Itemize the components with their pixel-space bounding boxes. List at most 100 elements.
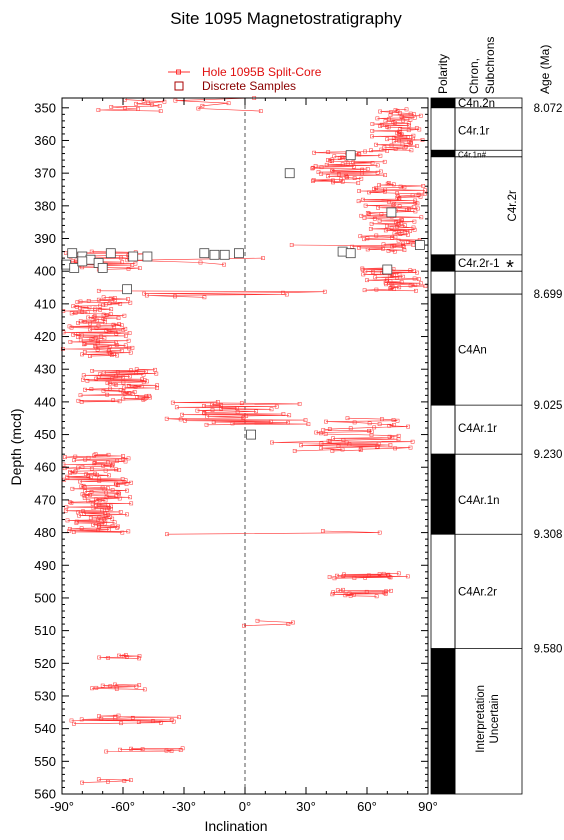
split-core-point (134, 367, 139, 372)
split-core-point (375, 163, 380, 168)
split-core-point (369, 433, 374, 437)
legend-split-core-label: Hole 1095B Split-Core (202, 65, 322, 79)
split-core-point (96, 297, 101, 302)
split-core-point (335, 588, 340, 593)
y-tick-label: 400 (34, 264, 56, 279)
split-core-point (159, 720, 163, 725)
split-core-point (270, 440, 274, 445)
split-core-point (122, 480, 127, 484)
split-core-point (70, 486, 75, 491)
split-core-point (215, 400, 220, 404)
split-core-point (83, 341, 88, 346)
split-core-point (97, 714, 101, 718)
legend-split-core-marker (176, 69, 181, 75)
asterisk-marker: * (506, 257, 514, 279)
split-core-point (88, 475, 93, 480)
split-core-point (74, 521, 79, 525)
split-core-point (116, 524, 120, 529)
split-core-point (377, 422, 382, 426)
split-core-point (360, 266, 365, 271)
split-core-point (126, 456, 131, 461)
split-core-point (110, 524, 115, 528)
split-core-point (164, 416, 169, 421)
split-core-point (362, 237, 366, 242)
split-core-point (359, 213, 364, 218)
split-core-point (75, 300, 80, 304)
split-core-point (151, 719, 155, 723)
split-core-point (88, 327, 92, 332)
split-core-point (117, 399, 122, 404)
split-core-trace-16 (166, 530, 380, 535)
split-core-point (419, 215, 424, 220)
split-core-trace-1 (175, 97, 261, 112)
split-core-point (357, 152, 361, 156)
split-core-point (408, 445, 413, 450)
split-core-point (352, 176, 357, 180)
split-core-point (379, 212, 384, 217)
split-core-point (377, 530, 382, 535)
split-core-point (171, 719, 176, 724)
split-core-point (154, 371, 159, 376)
split-core-point (403, 223, 407, 228)
split-core-point (69, 500, 74, 505)
split-core-point (374, 233, 379, 238)
discrete-sample-2 (386, 207, 397, 218)
split-core-point (80, 352, 84, 357)
split-core-point (367, 190, 371, 195)
split-core-trace-17 (329, 573, 408, 579)
split-core-point (394, 220, 398, 225)
polarity-block-normal (430, 293, 456, 406)
polarity-block-reversed (430, 533, 456, 649)
split-core-point (388, 575, 393, 580)
split-core-point (393, 446, 397, 451)
split-core-point (390, 244, 394, 249)
split-core-point (173, 294, 177, 299)
split-core-point (311, 178, 316, 182)
split-core-point (408, 117, 413, 122)
uncertain-label-line1: Interpretation (475, 685, 487, 753)
split-core-point (388, 443, 393, 447)
age-label: 8.699 (534, 289, 563, 301)
split-core-point (118, 302, 123, 306)
x-tick-label: -90° (50, 799, 74, 814)
split-core-trace-10 (62, 297, 133, 357)
split-core-point (387, 574, 392, 579)
y-tick-label: 450 (34, 427, 56, 442)
split-core-point (129, 746, 133, 751)
split-core-point (112, 296, 117, 300)
chron-label: C4r.1r (458, 126, 489, 138)
split-core-point (397, 138, 401, 143)
split-core-trace-2 (371, 109, 423, 151)
chron-header-line1: Chron, (467, 58, 481, 94)
split-core-point (358, 448, 363, 452)
polarity-block-reversed (430, 270, 456, 295)
split-core-point (96, 323, 101, 328)
split-core-point (391, 418, 396, 422)
split-core-point (95, 318, 99, 323)
split-core-point (402, 248, 407, 252)
split-core-point (129, 501, 134, 506)
split-core-point (108, 386, 112, 391)
split-core-trace-12 (166, 401, 309, 426)
split-core-point (397, 111, 402, 115)
split-core-point (400, 218, 404, 223)
split-core-point (83, 457, 88, 462)
split-core-point (103, 468, 108, 473)
split-core-point (72, 470, 77, 475)
split-core-point (406, 128, 411, 133)
split-core-point (118, 255, 123, 260)
split-core-point (413, 209, 418, 214)
split-core-point (395, 224, 399, 229)
split-core-point (291, 620, 295, 625)
split-core-point (87, 305, 92, 310)
discrete-sample-16 (69, 262, 80, 273)
split-core-point (375, 170, 380, 175)
split-core-point (79, 400, 84, 404)
split-core-point (367, 573, 371, 578)
split-core-point (124, 482, 129, 486)
split-core-point (360, 167, 365, 172)
split-core-point (331, 180, 335, 185)
split-core-point (390, 435, 395, 440)
y-tick-label: 360 (34, 133, 56, 148)
split-core-point (105, 381, 110, 385)
